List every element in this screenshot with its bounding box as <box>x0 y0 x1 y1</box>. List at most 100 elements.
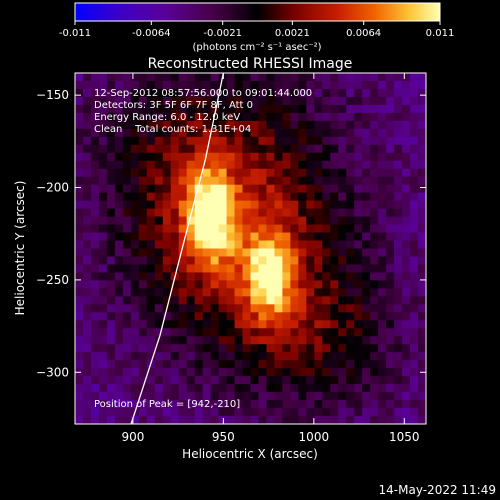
heatmap-cell <box>402 192 411 202</box>
heatmap-cell <box>90 416 100 424</box>
heatmap-cell <box>250 208 260 218</box>
heatmap-cell <box>170 160 180 170</box>
heatmap-cell <box>258 312 268 321</box>
heatmap-cell <box>202 88 212 98</box>
heatmap-cell <box>146 88 156 98</box>
heatmap-cell <box>75 80 84 90</box>
heatmap-cell <box>370 168 379 178</box>
heatmap-cell <box>130 88 140 98</box>
heatmap-cell <box>186 168 196 178</box>
heatmap-cell <box>306 264 315 274</box>
heatmap-cell <box>106 200 116 210</box>
heatmap-cell <box>410 336 419 345</box>
heatmap-cell <box>202 376 212 385</box>
heatmap-cell <box>226 88 236 98</box>
heatmap-cell <box>242 144 252 154</box>
heatmap-cell <box>274 88 284 98</box>
heatmap-cell <box>298 248 307 258</box>
heatmap-cell <box>354 352 363 361</box>
heatmap-cell <box>330 288 339 297</box>
heatmap-cell <box>370 328 379 337</box>
heatmap-cell <box>106 176 116 186</box>
heatmap-cell <box>130 224 140 234</box>
heatmap-cell <box>362 280 371 289</box>
heatmap-cell <box>122 160 132 170</box>
heatmap-cell <box>298 280 307 289</box>
heatmap-cell <box>242 384 252 393</box>
heatmap-cell <box>250 408 260 417</box>
heatmap-cell <box>402 136 411 146</box>
heatmap-cell <box>282 392 291 401</box>
heatmap-cell <box>162 192 172 202</box>
heatmap-cell <box>226 128 236 138</box>
heatmap-cell <box>338 312 347 321</box>
heatmap-cell <box>75 256 84 266</box>
heatmap-cell <box>90 232 100 242</box>
heatmap-cell <box>234 104 244 114</box>
heatmap-cell <box>218 336 228 345</box>
heatmap-cell <box>290 184 299 194</box>
heatmap-cell <box>402 360 411 369</box>
heatmap-cell <box>162 376 172 385</box>
heatmap-cell <box>218 264 228 274</box>
heatmap-cell <box>242 120 252 130</box>
heatmap-cell <box>418 104 426 114</box>
heatmap-cell <box>146 248 156 258</box>
heatmap-image <box>75 73 426 424</box>
heatmap-cell <box>258 392 268 401</box>
heatmap-cell <box>122 288 132 297</box>
heatmap-cell <box>210 73 220 82</box>
plot-frame <box>74 72 427 425</box>
heatmap-cell <box>234 80 244 90</box>
heatmap-cell <box>178 264 188 274</box>
heatmap-cell <box>162 392 172 401</box>
heatmap-cell <box>138 288 148 297</box>
heatmap-cell <box>354 336 363 345</box>
heatmap-cell <box>354 416 363 424</box>
heatmap-cell <box>210 400 220 409</box>
heatmap-cell <box>274 216 284 226</box>
heatmap-cell <box>386 168 395 178</box>
heatmap-cell <box>258 136 268 146</box>
heatmap-cell <box>106 416 116 424</box>
heatmap-cell <box>378 192 387 202</box>
heatmap-cell <box>186 304 196 313</box>
heatmap-cell <box>378 328 387 337</box>
heatmap-cell <box>418 184 426 194</box>
heatmap-cell <box>330 144 339 154</box>
heatmap-cell <box>386 344 395 353</box>
heatmap-cell <box>122 392 132 401</box>
heatmap-cell <box>146 128 156 138</box>
heatmap-cell <box>314 208 323 218</box>
heatmap-cell <box>170 368 180 377</box>
heatmap-cell <box>346 360 355 369</box>
heatmap-cell <box>218 168 228 178</box>
heatmap-cell <box>122 312 132 321</box>
heatmap-cell <box>410 384 419 393</box>
heatmap-cell <box>122 144 132 154</box>
heatmap-cell <box>362 208 371 218</box>
heatmap-cell <box>138 232 148 242</box>
heatmap-cell <box>90 328 100 337</box>
heatmap-cell <box>234 168 244 178</box>
heatmap-cell <box>82 192 92 202</box>
heatmap-cell <box>138 128 148 138</box>
heatmap-cell <box>138 264 148 274</box>
heatmap-cell <box>178 160 188 170</box>
heatmap-cell <box>130 264 140 274</box>
heatmap-cell <box>75 112 84 122</box>
heatmap-cell <box>354 168 363 178</box>
heatmap-cell <box>202 104 212 114</box>
heatmap-cell <box>226 152 236 162</box>
heatmap-cell <box>98 320 108 329</box>
heatmap-cell <box>394 232 403 242</box>
heatmap-cell <box>274 240 284 250</box>
heatmap-cell <box>106 344 116 353</box>
heatmap-cell <box>82 240 92 250</box>
heatmap-cell <box>354 288 363 297</box>
heatmap-cell <box>354 400 363 409</box>
heatmap-cell <box>194 88 204 98</box>
heatmap-cell <box>178 360 188 369</box>
heatmap-cell <box>226 160 236 170</box>
heatmap-cell <box>306 376 315 385</box>
